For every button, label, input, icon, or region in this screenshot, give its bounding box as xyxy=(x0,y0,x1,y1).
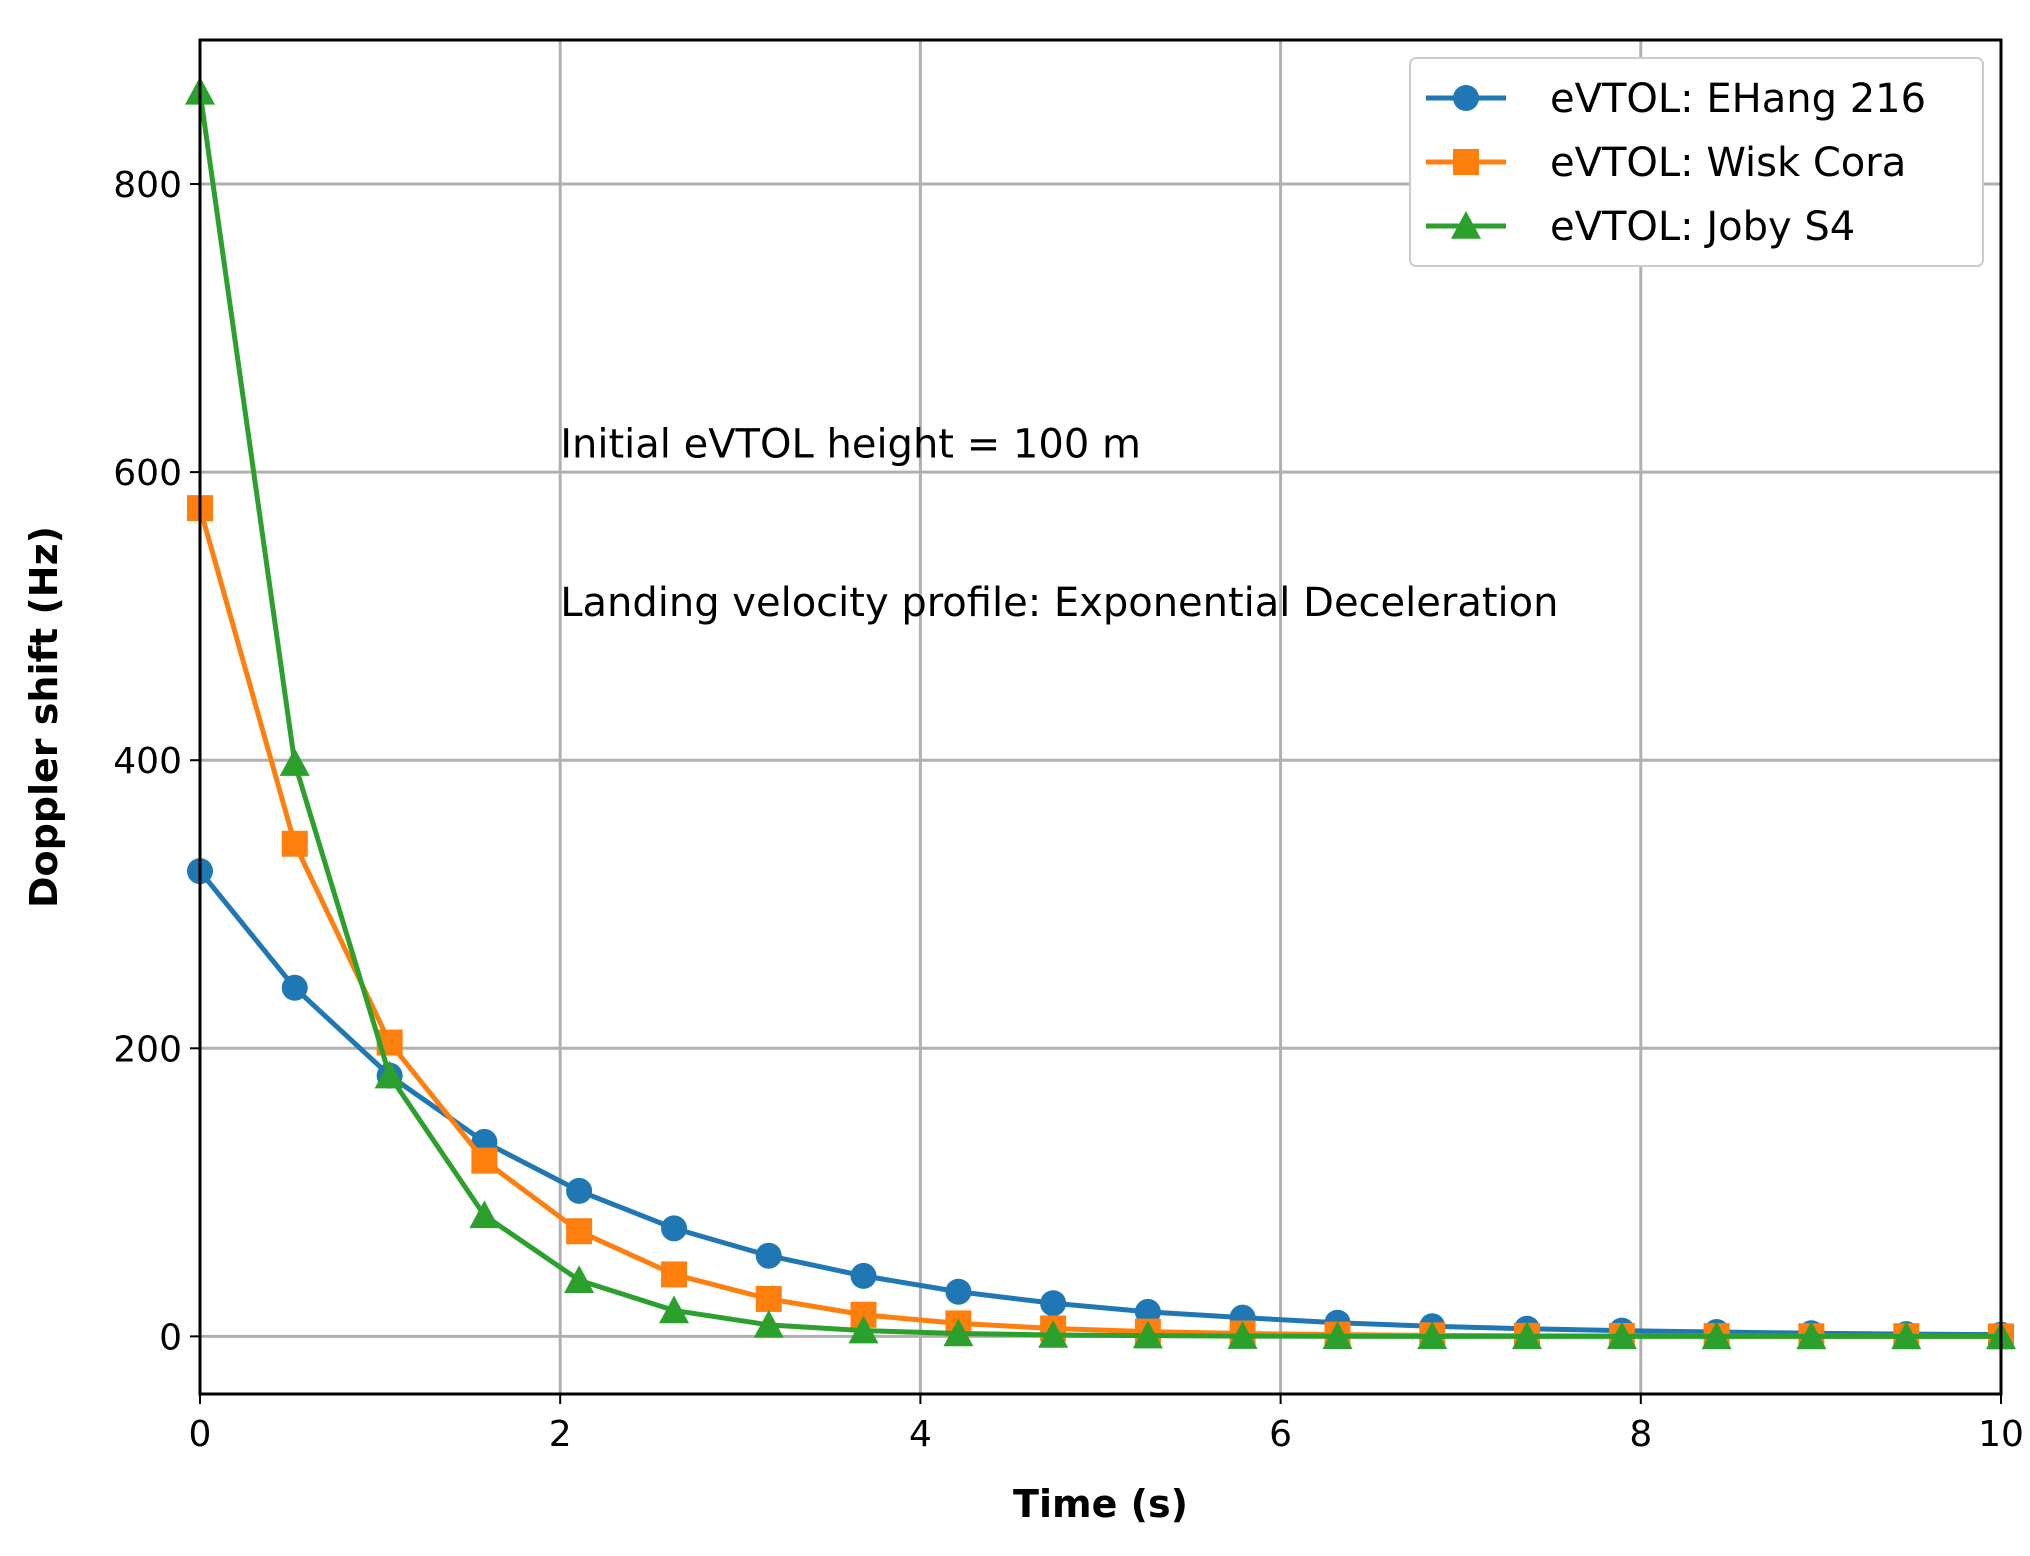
data-point xyxy=(1322,1321,1353,1349)
data-point xyxy=(850,1262,877,1289)
data-point xyxy=(1134,1298,1161,1325)
legend: eVTOL: EHang 216 eVTOL: Wisk Cora eVTOL: J… xyxy=(1409,57,1984,267)
legend-label: eVTOL: EHang 216 xyxy=(1550,76,1926,122)
series-line xyxy=(197,91,2001,1339)
data-point xyxy=(1038,1319,1069,1348)
x-tick-label: 2 xyxy=(549,1414,572,1455)
legend-box xyxy=(1409,57,1984,267)
series-group xyxy=(185,76,2016,1350)
x-axis-label: Time (s) xyxy=(1013,1482,1188,1526)
legend-label: eVTOL: Joby S4 xyxy=(1550,204,1855,250)
data-point xyxy=(755,1285,782,1312)
data-point xyxy=(661,1261,688,1288)
data-point xyxy=(566,1218,593,1245)
y-tick-label: 200 xyxy=(113,1029,182,1070)
data-point xyxy=(1891,1321,1922,1350)
data-point xyxy=(1606,1321,1637,1350)
data-point xyxy=(564,1265,595,1293)
plot-frame xyxy=(198,38,2003,1396)
y-tick-label: 800 xyxy=(113,165,182,206)
data-point xyxy=(1132,1320,1163,1349)
data-point xyxy=(661,1215,688,1242)
x-tick-label: 6 xyxy=(1269,1414,1292,1455)
x-tick-label: 8 xyxy=(1629,1414,1652,1455)
data-point xyxy=(1417,1321,1448,1350)
legend-marker xyxy=(1451,211,1481,239)
annotation-velocity-profile: Landing velocity profile: Exponential De… xyxy=(560,580,1558,626)
data-point xyxy=(1040,1290,1067,1317)
data-point xyxy=(281,974,308,1001)
axis-ticks: 0 2 4 6 8 10 0 200 400 600 800 xyxy=(113,165,2024,1455)
legend-item: eVTOL: Wisk Cora xyxy=(1426,140,1906,186)
data-point xyxy=(1796,1321,1827,1350)
data-point xyxy=(753,1309,784,1338)
y-tick-label: 600 xyxy=(113,453,182,494)
data-point xyxy=(279,748,310,776)
data-point xyxy=(1511,1321,1542,1350)
data-point xyxy=(755,1242,782,1269)
legend-item: eVTOL: EHang 216 xyxy=(1426,76,1926,122)
series-3 xyxy=(185,76,2016,1350)
annotation-initial-height: Initial eVTOL height = 100 m xyxy=(560,422,1141,468)
x-tick-label: 0 xyxy=(189,1414,212,1455)
data-point xyxy=(566,1177,593,1204)
y-axis-label: Doppler shift (Hz) xyxy=(22,526,66,908)
legend-item: eVTOL: Joby S4 xyxy=(1426,204,1855,250)
legend-marker xyxy=(1453,149,1479,175)
data-point xyxy=(943,1318,974,1347)
data-point xyxy=(469,1200,500,1229)
y-tick-label: 400 xyxy=(113,741,182,782)
y-tick-label: 0 xyxy=(159,1317,182,1358)
data-point xyxy=(659,1295,690,1324)
data-point xyxy=(1227,1321,1258,1349)
legend-marker xyxy=(1453,85,1479,111)
data-point xyxy=(281,830,308,857)
data-point xyxy=(848,1315,879,1344)
data-point xyxy=(1701,1321,1732,1350)
legend-label: eVTOL: Wisk Cora xyxy=(1550,140,1906,186)
series-line xyxy=(198,869,2002,1338)
data-point xyxy=(471,1147,498,1174)
x-tick-label: 4 xyxy=(909,1414,932,1455)
data-point xyxy=(374,1060,405,1089)
x-tick-label: 10 xyxy=(1978,1414,2024,1455)
data-point xyxy=(945,1278,972,1305)
